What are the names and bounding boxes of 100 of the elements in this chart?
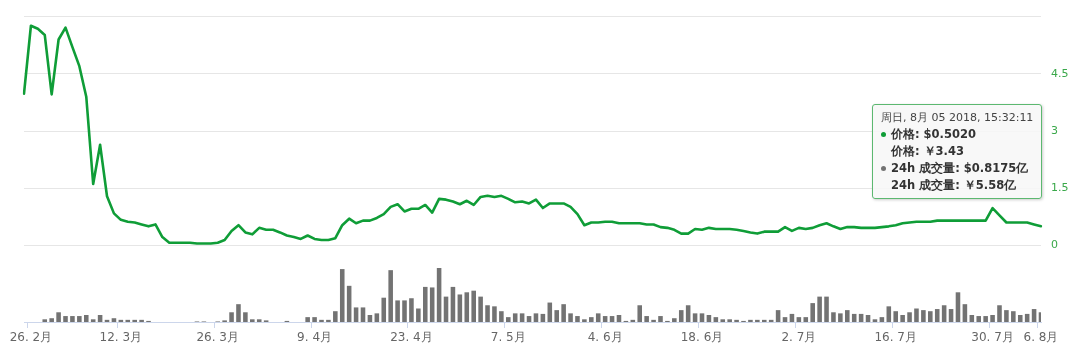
- bar: [678, 310, 684, 322]
- x-tick-label: 18. 6月: [680, 330, 724, 345]
- bar: [326, 319, 331, 322]
- bar: [319, 319, 324, 322]
- bar: [1017, 314, 1023, 322]
- bar: [395, 300, 400, 322]
- bar: [353, 307, 359, 322]
- bar: [589, 317, 594, 322]
- bar: [831, 312, 836, 322]
- bar: [692, 313, 698, 322]
- bar: [976, 316, 982, 322]
- bar: [651, 319, 656, 322]
- bar: [250, 319, 255, 322]
- bar: [416, 308, 421, 322]
- x-tick-label: 6. 8月: [1023, 330, 1059, 345]
- bar: [1011, 311, 1016, 322]
- bar: [388, 270, 393, 322]
- bar: [637, 305, 643, 322]
- bar: [893, 311, 898, 322]
- bar: [533, 313, 539, 322]
- bar: [42, 319, 48, 322]
- bar: [478, 296, 483, 322]
- bar: [305, 317, 310, 322]
- bar: [658, 316, 663, 322]
- bar: [699, 313, 705, 322]
- bar: [644, 316, 649, 322]
- bar: [782, 317, 788, 322]
- bar: [990, 314, 995, 322]
- bar: [561, 304, 566, 322]
- bar: [229, 312, 234, 322]
- x-tick-label: 26. 3月: [196, 330, 239, 345]
- bar: [928, 311, 933, 322]
- bar: [755, 319, 760, 322]
- bar: [512, 313, 518, 322]
- bar: [817, 296, 822, 322]
- bar: [761, 319, 767, 322]
- bar: [243, 312, 248, 322]
- y-tick-label: 1.5: [1051, 181, 1069, 195]
- x-tick-label: 2. 7月: [781, 330, 817, 345]
- bar: [519, 313, 525, 322]
- bar: [312, 317, 317, 322]
- bar: [63, 316, 68, 322]
- bar: [464, 292, 470, 322]
- bar: [838, 313, 843, 322]
- bar: [471, 290, 476, 322]
- x-tick-label: 9. 4月: [297, 330, 333, 345]
- annotation: 价格: $0.5020: [890, 126, 977, 144]
- bar: [360, 307, 366, 322]
- annotation: 价格: ￥3.43: [890, 143, 965, 161]
- annotation: 24h 成交量: $0.8175亿: [890, 160, 1030, 178]
- bar: [824, 296, 829, 322]
- bar: [70, 316, 75, 322]
- bar: [879, 317, 885, 322]
- bar: [409, 298, 414, 322]
- x-tick-label: 30. 7月: [971, 330, 1014, 345]
- annotation: 24h 成交量: ￥5.58亿: [890, 177, 1018, 195]
- bar: [90, 319, 96, 322]
- bar: [983, 316, 988, 322]
- bar: [845, 310, 850, 322]
- bar: [402, 300, 407, 322]
- bar: [339, 269, 345, 322]
- bar: [672, 318, 677, 322]
- bar: [595, 313, 601, 322]
- x-tick-label: 7. 5月: [490, 330, 526, 345]
- x-tick-label: 16. 7月: [874, 330, 917, 345]
- bar: [256, 319, 262, 322]
- bar: [139, 319, 144, 322]
- bar: [554, 310, 559, 322]
- bar: [734, 319, 739, 322]
- bar: [49, 318, 54, 322]
- bar: [997, 305, 1002, 322]
- bar: [77, 316, 82, 322]
- x-tick-label: 26. 2月: [9, 330, 53, 345]
- bar: [499, 311, 504, 322]
- bar: [934, 309, 940, 322]
- x-tick-label: 12. 3月: [99, 330, 143, 345]
- bar: [914, 308, 919, 322]
- bar: [111, 318, 117, 322]
- bar: [485, 305, 490, 322]
- y-tick-label: 4.5: [1051, 66, 1069, 80]
- bar: [582, 319, 587, 322]
- bar: [796, 317, 802, 322]
- bar: [720, 319, 726, 322]
- bar: [900, 314, 905, 322]
- y-tick-label: 0: [1051, 238, 1058, 252]
- bar: [506, 317, 511, 322]
- bar: [132, 319, 137, 322]
- bar: [56, 312, 61, 322]
- bar: [803, 317, 809, 322]
- bar: [921, 310, 926, 322]
- y-tick-label: 3: [1051, 123, 1058, 137]
- x-tick-label: 4. 6月: [587, 330, 623, 345]
- bar: [492, 306, 497, 322]
- bar: [713, 317, 719, 322]
- annotation: 周日, 8月 05 2018, 15:32:11: [881, 110, 1034, 127]
- bar: [575, 316, 580, 322]
- bar: [907, 312, 912, 322]
- bar: [872, 319, 878, 322]
- bar: [810, 303, 815, 322]
- bar: [381, 297, 387, 322]
